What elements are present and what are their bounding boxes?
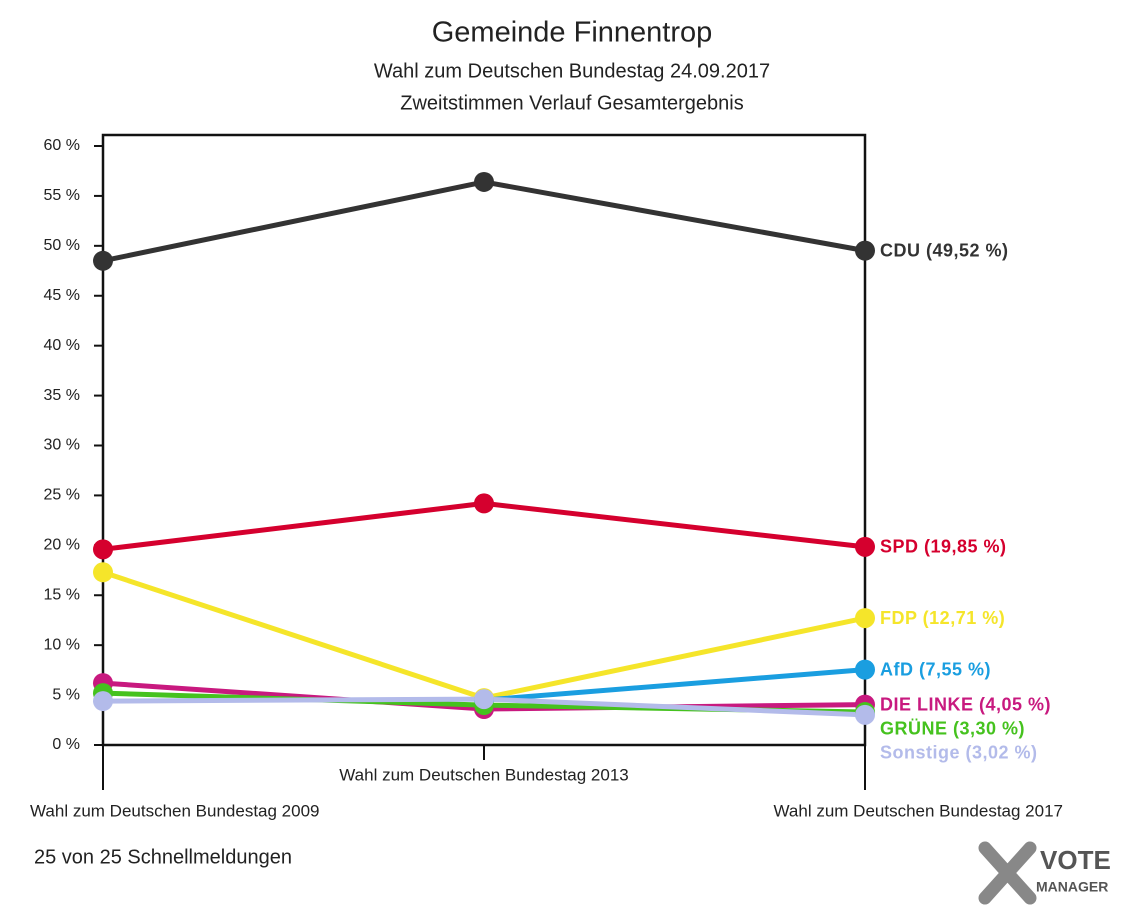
chart-subtitle: Wahl zum Deutschen Bundestag 24.09.2017: [374, 60, 770, 82]
series-marker: [93, 691, 113, 712]
x-tick-label: Wahl zum Deutschen Bundestag 2017: [774, 801, 1064, 820]
series-label: FDP (12,71 %): [880, 608, 1005, 628]
series-label: SPD (19,85 %): [880, 537, 1007, 557]
series-label: DIE LINKE (4,05 %): [880, 694, 1051, 714]
footer: 25 von 25 Schnellmeldungen: [34, 846, 292, 868]
series-marker: [93, 539, 113, 560]
y-tick-label: 5 %: [52, 686, 80, 703]
logo-text: MANAGER: [1036, 879, 1108, 895]
series-marker: [855, 536, 875, 557]
chart-subtitle: Zweitstimmen Verlauf Gesamtergebnis: [400, 92, 743, 114]
series-marker: [93, 562, 113, 583]
chart-title: Gemeinde Finnentrop: [432, 17, 713, 49]
y-tick-label: 25 %: [44, 487, 80, 504]
x-tick-label: Wahl zum Deutschen Bundestag 2013: [339, 765, 629, 784]
logo-mark: [978, 841, 1037, 905]
series-line: [483, 667, 866, 703]
y-tick-label: 20 %: [44, 537, 80, 554]
series-line: [102, 179, 866, 264]
y-tick-label: 50 %: [44, 237, 80, 254]
series-marker: [93, 250, 113, 271]
series-label: CDU (49,52 %): [880, 240, 1009, 260]
series-marker: [855, 704, 875, 725]
logo-text: VOTE: [1040, 845, 1111, 875]
series-marker: [474, 689, 494, 710]
y-tick-label: 10 %: [44, 636, 80, 653]
logo: VOTE MANAGER: [978, 841, 1111, 905]
y-tick-label: 0 %: [52, 736, 80, 753]
series-marker: [474, 493, 494, 514]
series-label: GRÜNE (3,30 %): [880, 718, 1025, 738]
y-tick-label: 30 %: [44, 437, 80, 454]
series-label: AfD (7,55 %): [880, 659, 991, 679]
y-tick-label: 60 %: [44, 137, 80, 154]
y-tick-label: 45 %: [44, 287, 80, 304]
series-marker: [855, 659, 875, 680]
plot-frame: [101, 133, 867, 747]
series-marker: [855, 608, 875, 629]
y-tick-label: 35 %: [44, 387, 80, 404]
series-label: Sonstige (3,02 %): [880, 742, 1038, 762]
y-tick-label: 15 %: [44, 586, 80, 603]
series-marker: [855, 240, 875, 261]
series-marker: [474, 171, 494, 192]
y-tick-label: 55 %: [44, 187, 80, 204]
x-tick-label: Wahl zum Deutschen Bundestag 2009: [30, 801, 320, 820]
y-tick-label: 40 %: [44, 337, 80, 354]
